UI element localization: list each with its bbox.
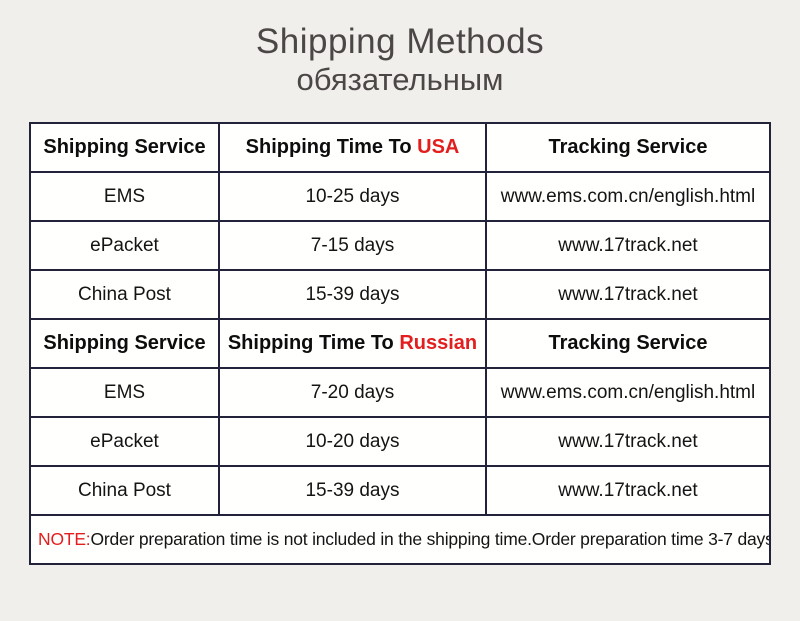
shipping-methods-table: Shipping Service Shipping Time To USA Tr… bbox=[29, 122, 771, 565]
header-shipping-service: Shipping Service bbox=[29, 318, 220, 369]
header-shipping-time-usa: Shipping Time To USA bbox=[218, 122, 487, 173]
header-shipping-service: Shipping Service bbox=[29, 122, 220, 173]
tracking-service-cell: www.17track.net bbox=[485, 416, 771, 467]
table-header-row-usa: Shipping Service Shipping Time To USA Tr… bbox=[29, 122, 771, 173]
table-row: EMS 7-20 days www.ems.com.cn/english.htm… bbox=[29, 367, 771, 418]
tracking-service-cell: www.17track.net bbox=[485, 465, 771, 516]
header-shipping-time-russian: Shipping Time To Russian bbox=[218, 318, 487, 369]
note-row: NOTE:Order preparation time is not inclu… bbox=[29, 514, 771, 565]
page-subtitle: обязательным bbox=[296, 62, 504, 98]
shipping-time-cell: 10-20 days bbox=[218, 416, 487, 467]
table-row: ePacket 7-15 days www.17track.net bbox=[29, 220, 771, 271]
tracking-service-cell: www.ems.com.cn/english.html bbox=[485, 171, 771, 222]
shipping-service-cell: EMS bbox=[29, 171, 220, 222]
table-row: China Post 15-39 days www.17track.net bbox=[29, 269, 771, 320]
title-block: Shipping Methods обязательным bbox=[0, 22, 800, 98]
tracking-service-cell: www.17track.net bbox=[485, 220, 771, 271]
shipping-service-cell: ePacket bbox=[29, 220, 220, 271]
header-tracking-service: Tracking Service bbox=[485, 318, 771, 369]
shipping-service-cell: EMS bbox=[29, 367, 220, 418]
shipping-time-cell: 10-25 days bbox=[218, 171, 487, 222]
table-row: China Post 15-39 days www.17track.net bbox=[29, 465, 771, 516]
shipping-time-label: Shipping Time To bbox=[227, 332, 394, 354]
note-cell: NOTE:Order preparation time is not inclu… bbox=[29, 514, 771, 565]
tracking-service-cell: www.17track.net bbox=[485, 269, 771, 320]
shipping-service-cell: China Post bbox=[29, 465, 220, 516]
shipping-time-cell: 15-39 days bbox=[218, 269, 487, 320]
note-label: NOTE: bbox=[38, 529, 91, 549]
shipping-service-cell: ePacket bbox=[29, 416, 220, 467]
table-header-row-russian: Shipping Service Shipping Time To Russia… bbox=[29, 318, 771, 369]
shipping-service-cell: China Post bbox=[29, 269, 220, 320]
shipping-time-cell: 15-39 days bbox=[218, 465, 487, 516]
destination-highlight-russian: Russian bbox=[399, 332, 478, 354]
shipping-time-cell: 7-20 days bbox=[218, 367, 487, 418]
shipping-time-label: Shipping Time To bbox=[245, 136, 412, 158]
shipping-time-cell: 7-15 days bbox=[218, 220, 487, 271]
note-text: Order preparation time is not included i… bbox=[90, 529, 770, 549]
destination-highlight-usa: USA bbox=[417, 136, 460, 158]
table-row: ePacket 10-20 days www.17track.net bbox=[29, 416, 771, 467]
tracking-service-cell: www.ems.com.cn/english.html bbox=[485, 367, 771, 418]
table-row: EMS 10-25 days www.ems.com.cn/english.ht… bbox=[29, 171, 771, 222]
header-tracking-service: Tracking Service bbox=[485, 122, 771, 173]
page-title: Shipping Methods bbox=[255, 22, 545, 61]
